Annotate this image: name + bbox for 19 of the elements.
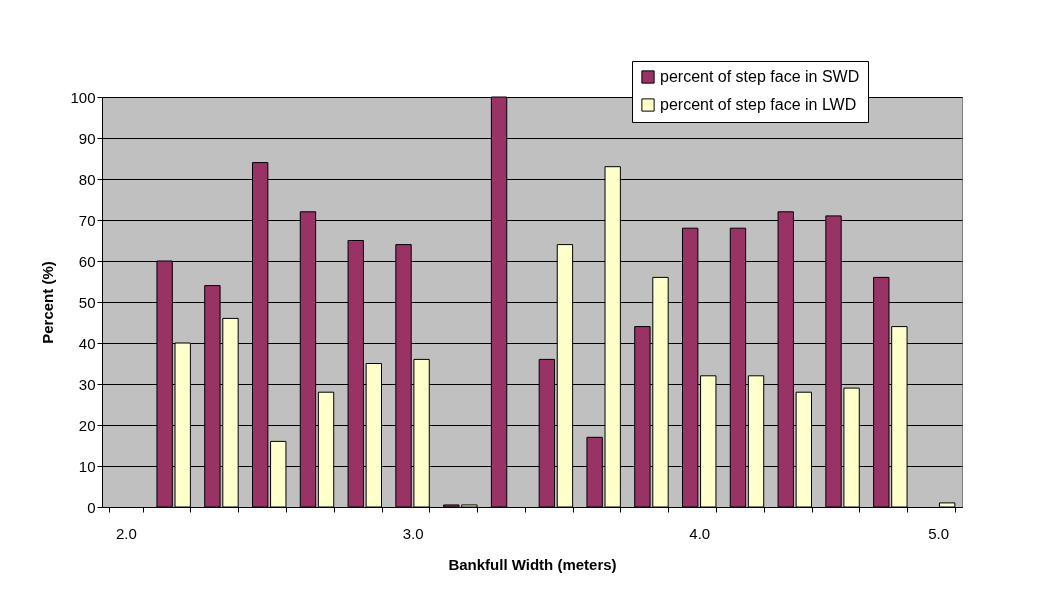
y-tick-label: 70 xyxy=(78,211,96,229)
x-tick-label: 4.0 xyxy=(689,524,711,542)
legend-label: percent of step face in LWD xyxy=(660,96,857,113)
y-tick-label: 30 xyxy=(78,375,96,393)
y-tick-label: 10 xyxy=(78,457,96,475)
y-tick-label: 90 xyxy=(78,129,96,147)
x-tick-label: 5.0 xyxy=(928,524,950,542)
y-tick-label: 20 xyxy=(78,416,96,434)
x-tick-label: 2.0 xyxy=(115,524,137,542)
y-tick-label: 100 xyxy=(70,88,96,106)
y-tick-label: 40 xyxy=(78,334,96,352)
y-axis-title: Percent (%) xyxy=(39,261,57,344)
y-tick-label: 50 xyxy=(78,293,96,311)
y-tick-label: 80 xyxy=(78,170,96,188)
y-tick-label: 60 xyxy=(78,252,96,270)
x-axis-title: Bankfull Width (meters) xyxy=(448,555,617,573)
x-tick-label: 3.0 xyxy=(402,524,424,542)
y-tick-label: 0 xyxy=(87,498,96,516)
legend-label: percent of step face in SWD xyxy=(660,68,860,85)
